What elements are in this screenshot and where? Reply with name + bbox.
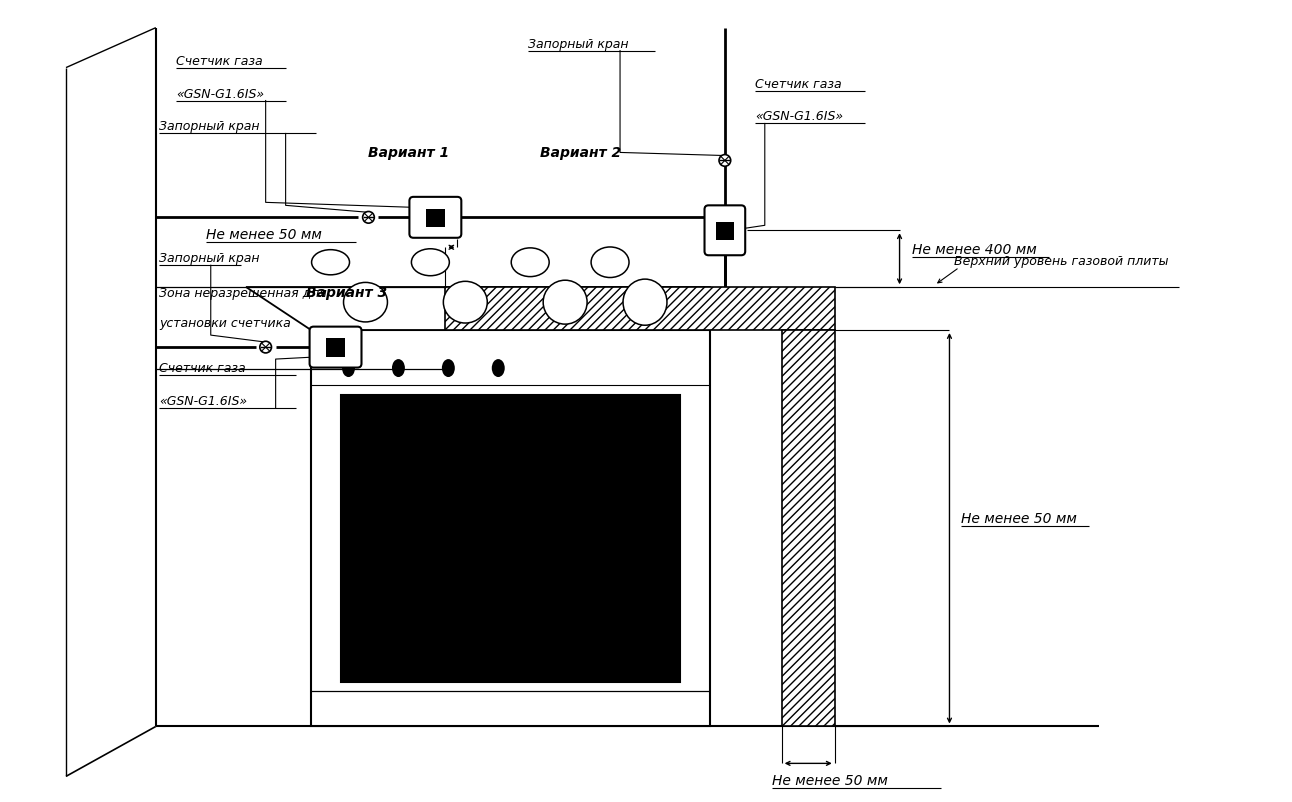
Ellipse shape [342,359,355,377]
Circle shape [260,342,271,353]
FancyBboxPatch shape [704,205,745,255]
Ellipse shape [492,359,505,377]
Text: Не менее 50 мм: Не менее 50 мм [771,775,888,788]
Text: Не менее 400 мм: Не менее 400 мм [912,243,1036,257]
Ellipse shape [344,282,388,322]
Ellipse shape [391,359,404,377]
Text: «GSN-G1.6IS»: «GSN-G1.6IS» [755,111,842,124]
Text: Запорный кран: Запорный кран [528,38,629,51]
Text: Верхний уровень газовой плиты: Верхний уровень газовой плиты [955,255,1169,268]
FancyBboxPatch shape [310,326,362,367]
Text: Вариант 3: Вариант 3 [306,286,386,300]
Ellipse shape [623,279,667,326]
Text: «GSN-G1.6IS»: «GSN-G1.6IS» [159,395,247,408]
Ellipse shape [512,248,549,277]
Text: Не менее 50 мм: Не менее 50 мм [205,229,322,242]
Text: Запорный кран: Запорный кран [159,253,260,265]
Text: Счетчик газа: Счетчик газа [755,78,841,91]
Text: «GSN-G1.6IS»: «GSN-G1.6IS» [176,87,264,100]
Bar [716,222,734,240]
Ellipse shape [442,359,455,377]
FancyBboxPatch shape [410,196,461,237]
Bar [341,395,680,682]
Bar [446,287,835,330]
Bar [782,330,835,727]
Ellipse shape [592,247,629,277]
Polygon shape [245,287,709,330]
Text: Вариант 1: Вариант 1 [368,147,450,160]
Circle shape [720,155,731,166]
Text: Счетчик газа: Счетчик газа [176,55,262,67]
Text: Не менее 50 мм: Не менее 50 мм [961,512,1078,526]
Bar [310,330,709,727]
Text: Зона неразрешенная для: Зона неразрешенная для [159,287,327,300]
Bar [327,338,345,357]
Text: Запорный кран: Запорный кран [159,120,260,133]
Ellipse shape [543,280,587,324]
Ellipse shape [443,282,487,323]
Text: установки счетчика: установки счетчика [159,317,291,330]
Bar [426,209,444,227]
Text: Счетчик газа: Счетчик газа [159,362,245,375]
Text: Вариант 2: Вариант 2 [540,147,621,160]
Circle shape [363,212,375,223]
Ellipse shape [311,249,350,275]
Ellipse shape [411,249,450,276]
